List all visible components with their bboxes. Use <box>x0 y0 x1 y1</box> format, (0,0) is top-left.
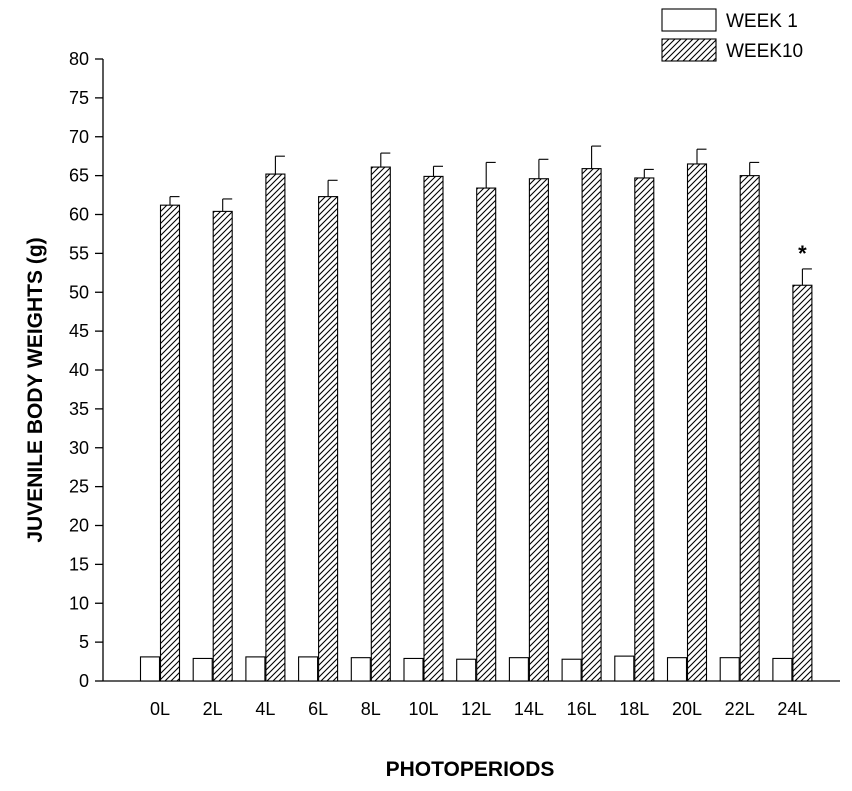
y-tick-label: 25 <box>69 477 89 497</box>
bar-week10 <box>792 284 813 682</box>
x-tick-label: 6L <box>308 699 328 719</box>
x-axis-title: PHOTOPERIODS <box>386 758 555 781</box>
y-tick-label: 0 <box>79 671 89 691</box>
bar-week1 <box>192 657 213 682</box>
y-tick-label: 60 <box>69 205 89 225</box>
y-tick-label: 65 <box>69 166 89 186</box>
y-tick-label: 5 <box>79 632 89 652</box>
x-tick-label: 14L <box>514 699 544 719</box>
bar-week1 <box>403 657 424 682</box>
y-tick-label: 30 <box>69 438 89 458</box>
bar-week1 <box>456 658 477 682</box>
x-tick-label: 12L <box>461 699 491 719</box>
bar-week1 <box>719 657 740 682</box>
x-tick-label: 22L <box>725 699 755 719</box>
y-tick-label: 35 <box>69 399 89 419</box>
y-tick-label: 15 <box>69 554 89 574</box>
x-tick-label: 16L <box>567 699 597 719</box>
bar-week10 <box>528 178 549 682</box>
x-tick-label: 8L <box>361 699 381 719</box>
bar-week10 <box>423 175 444 682</box>
legend: WEEK 1 WEEK10 <box>661 8 803 62</box>
bar-week1 <box>508 657 529 682</box>
bar-week10 <box>212 210 233 682</box>
legend-label-week1: WEEK 1 <box>726 11 798 32</box>
bar-week1 <box>245 656 266 682</box>
x-tick-label: 0L <box>150 699 170 719</box>
axes <box>95 58 840 682</box>
bar-week10 <box>739 175 760 682</box>
bar-week1 <box>561 658 582 682</box>
y-tick-label: 50 <box>69 282 89 302</box>
bar-week10 <box>370 166 391 682</box>
x-tick-label: 18L <box>619 699 649 719</box>
y-tick-label: 10 <box>69 593 89 613</box>
x-tick-label: 20L <box>672 699 702 719</box>
significance-marker: * <box>798 241 807 266</box>
y-tick-label: 45 <box>69 321 89 341</box>
y-tick-label: 20 <box>69 516 89 536</box>
bar-week1 <box>139 656 161 682</box>
y-tick-label: 55 <box>69 243 89 263</box>
bar-week10 <box>265 173 286 682</box>
legend-label-week10: WEEK10 <box>726 41 803 62</box>
y-tick-label: 70 <box>69 127 89 147</box>
bar-week10 <box>476 187 497 682</box>
bar-week10 <box>318 196 339 682</box>
y-axis-title: JUVENILE BODY WEIGHTS (g) <box>24 237 47 542</box>
bar-week10 <box>686 163 708 682</box>
x-tick-label: 24L <box>777 699 807 719</box>
legend-swatch-week10 <box>661 38 717 62</box>
y-tick-label: 40 <box>69 360 89 380</box>
x-tick-label: 2L <box>203 699 223 719</box>
legend-swatch-week1 <box>661 8 717 32</box>
bar-week10 <box>581 168 602 682</box>
bar-week10 <box>159 204 181 682</box>
bar-week1 <box>298 656 319 682</box>
bars <box>139 145 813 682</box>
bar-week10 <box>634 177 655 682</box>
bar-week1 <box>666 657 688 682</box>
bar-week1 <box>350 657 371 682</box>
bar-week1 <box>772 657 793 682</box>
y-tick-label: 80 <box>69 49 89 69</box>
labels: 0 5 10 15 20 25 30 35 40 45 50 55 60 65 70 75 80 0L 2L 4L 6L… <box>24 49 807 781</box>
y-tick-label: 75 <box>69 88 89 108</box>
x-tick-label: 4L <box>255 699 275 719</box>
x-tick-label: 10L <box>408 699 438 719</box>
bar-week1 <box>614 655 635 682</box>
